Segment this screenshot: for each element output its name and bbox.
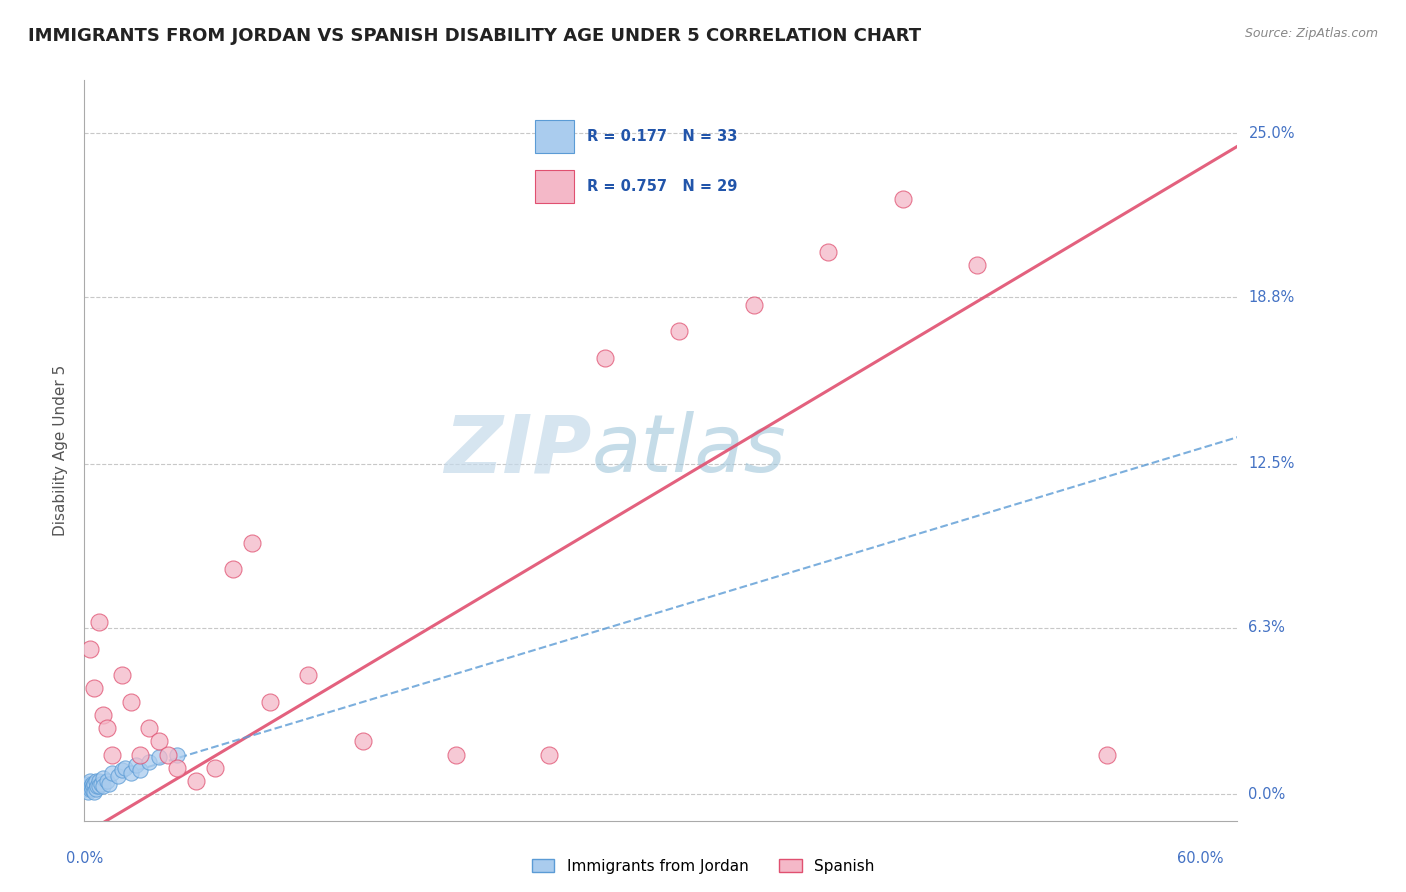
Point xyxy=(114,761,136,775)
Y-axis label: Disability Age Under 5: Disability Age Under 5 xyxy=(53,365,69,536)
Point xyxy=(80,776,103,791)
Point xyxy=(120,695,142,709)
Point xyxy=(125,758,148,772)
Point xyxy=(166,747,188,762)
Point xyxy=(79,781,101,796)
Point xyxy=(91,707,114,722)
Point xyxy=(83,681,105,696)
Point xyxy=(129,764,152,778)
Point xyxy=(90,776,112,791)
Text: atlas: atlas xyxy=(592,411,786,490)
Point xyxy=(83,784,105,798)
Point xyxy=(148,750,170,764)
Point xyxy=(668,325,690,339)
Point xyxy=(89,774,111,789)
Point xyxy=(84,781,107,796)
Point xyxy=(76,779,98,793)
Point xyxy=(91,772,114,786)
Point xyxy=(240,536,263,550)
Point xyxy=(80,779,103,793)
Point xyxy=(86,779,108,793)
Text: 60.0%: 60.0% xyxy=(1177,851,1223,866)
Point xyxy=(110,668,132,682)
Point xyxy=(96,721,118,735)
Point xyxy=(593,351,616,365)
Point xyxy=(77,784,100,798)
Text: 6.3%: 6.3% xyxy=(1249,620,1285,635)
Text: ZIP: ZIP xyxy=(444,411,592,490)
Point xyxy=(110,764,132,778)
Point xyxy=(184,774,207,789)
Point xyxy=(91,779,114,793)
Point xyxy=(297,668,319,682)
Point xyxy=(352,734,374,748)
Text: Source: ZipAtlas.com: Source: ZipAtlas.com xyxy=(1244,27,1378,40)
Legend: Immigrants from Jordan, Spanish: Immigrants from Jordan, Spanish xyxy=(526,853,880,880)
Point xyxy=(77,779,100,793)
Point xyxy=(101,766,124,780)
Point xyxy=(101,747,124,762)
Point xyxy=(107,769,129,783)
Text: 18.8%: 18.8% xyxy=(1249,290,1295,304)
Point xyxy=(1095,747,1118,762)
Point xyxy=(75,781,97,796)
Point xyxy=(157,747,180,762)
Text: 12.5%: 12.5% xyxy=(1249,456,1295,471)
Point xyxy=(742,298,765,312)
Point xyxy=(97,776,120,791)
Point xyxy=(79,641,101,656)
Point xyxy=(84,774,107,789)
Point xyxy=(96,774,118,789)
Point xyxy=(817,245,839,260)
Text: 0.0%: 0.0% xyxy=(66,851,103,866)
Text: 25.0%: 25.0% xyxy=(1249,126,1295,141)
Point xyxy=(82,779,104,793)
Point xyxy=(129,747,152,762)
Point xyxy=(83,776,105,791)
Text: 0.0%: 0.0% xyxy=(1249,787,1285,802)
Point xyxy=(120,766,142,780)
Point xyxy=(259,695,281,709)
Point xyxy=(204,761,226,775)
Point xyxy=(77,776,100,791)
Point xyxy=(138,756,160,770)
Point xyxy=(891,192,914,206)
Point xyxy=(89,779,111,793)
Point xyxy=(89,615,111,630)
Point xyxy=(79,774,101,789)
Point xyxy=(222,562,245,576)
Point xyxy=(446,747,468,762)
Point xyxy=(966,259,988,273)
Point xyxy=(80,781,103,796)
Point xyxy=(538,747,561,762)
Point xyxy=(148,734,170,748)
Text: IMMIGRANTS FROM JORDAN VS SPANISH DISABILITY AGE UNDER 5 CORRELATION CHART: IMMIGRANTS FROM JORDAN VS SPANISH DISABI… xyxy=(28,27,921,45)
Point xyxy=(138,721,160,735)
Point xyxy=(166,761,188,775)
